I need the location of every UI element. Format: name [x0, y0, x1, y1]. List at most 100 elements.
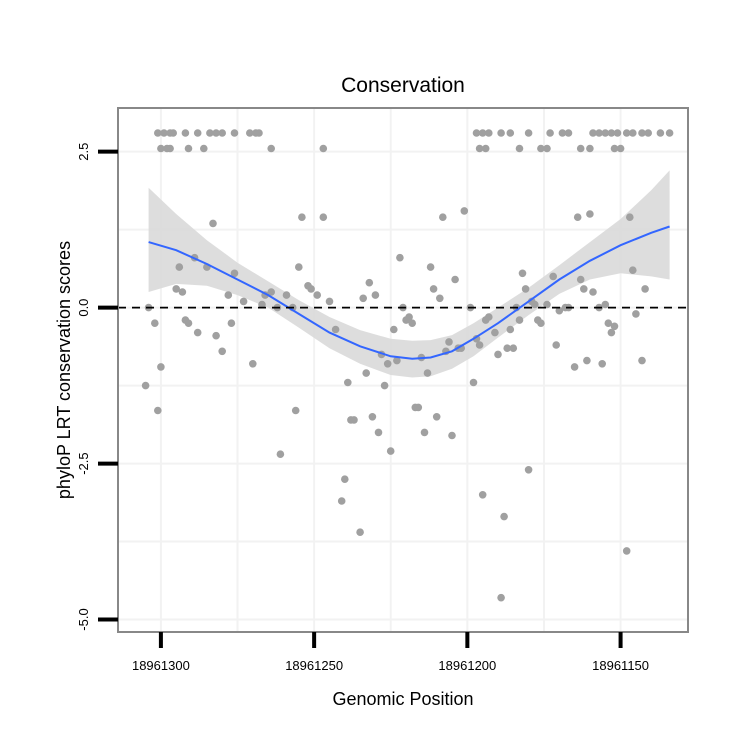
data-point	[485, 129, 493, 137]
data-point	[531, 300, 539, 309]
data-point	[181, 129, 190, 137]
x-tick-label: 18961250	[285, 658, 343, 673]
data-point	[160, 129, 168, 137]
data-point	[426, 263, 435, 271]
data-point	[537, 319, 545, 328]
data-point	[200, 144, 208, 153]
data-point	[497, 129, 505, 137]
data-point	[423, 369, 432, 377]
data-point	[448, 431, 456, 440]
data-point	[500, 512, 508, 521]
data-point	[613, 129, 622, 137]
data-point	[439, 213, 447, 221]
data-point	[230, 269, 239, 278]
data-point	[576, 144, 585, 153]
data-point	[337, 497, 346, 505]
data-point	[616, 144, 625, 153]
data-point	[344, 378, 352, 387]
data-point	[537, 144, 545, 153]
data-point	[172, 285, 180, 293]
data-point	[246, 129, 254, 137]
data-point	[267, 288, 276, 296]
data-point	[218, 129, 226, 137]
data-point	[291, 406, 300, 415]
data-point	[644, 129, 652, 137]
data-point	[638, 356, 646, 365]
data-point	[420, 428, 429, 437]
x-tick-label: 18961150	[592, 658, 649, 673]
data-point	[460, 207, 469, 215]
smooth-curve-layer	[148, 225, 670, 360]
data-point	[632, 310, 640, 318]
data-point	[549, 272, 557, 281]
data-point	[224, 291, 233, 299]
data-point	[325, 297, 334, 306]
data-point	[497, 593, 505, 602]
data-point	[629, 129, 637, 137]
data-point	[543, 144, 551, 153]
data-point	[515, 316, 524, 324]
smooth-curve	[148, 225, 670, 360]
data-point	[656, 129, 665, 137]
data-point	[276, 450, 285, 459]
data-point	[494, 350, 502, 359]
data-point	[396, 253, 404, 262]
x-tick-label: 18961200	[438, 658, 496, 673]
data-point	[319, 144, 328, 153]
data-point	[282, 291, 291, 299]
data-point	[383, 360, 392, 368]
data-point	[503, 344, 512, 353]
data-point	[583, 356, 591, 365]
data-point	[521, 285, 530, 293]
x-tick-label: 18961300	[132, 658, 190, 673]
data-point	[515, 144, 524, 153]
data-point	[472, 129, 481, 137]
confidence-ribbon-layer	[148, 170, 670, 378]
data-point	[178, 288, 187, 296]
data-point	[141, 381, 150, 390]
data-point	[295, 263, 303, 271]
y-tick-label: 2.5	[76, 143, 91, 161]
data-point	[469, 378, 478, 387]
y-axis: 2.5 0.0 -2.5 -5.0	[76, 143, 118, 631]
data-point	[436, 294, 444, 303]
data-point	[622, 129, 631, 137]
data-point	[451, 275, 459, 284]
data-point	[445, 338, 453, 346]
data-point	[184, 144, 193, 153]
data-point	[154, 129, 162, 137]
data-point	[564, 129, 573, 137]
data-point	[665, 129, 674, 137]
data-point	[573, 213, 582, 221]
x-axis: 18961300 18961250 18961200 18961150	[132, 632, 649, 673]
data-point	[359, 294, 368, 303]
data-point	[298, 213, 306, 221]
y-tick-label: -2.5	[76, 452, 91, 474]
data-point	[580, 285, 588, 293]
data-point	[432, 413, 441, 421]
data-point	[350, 416, 358, 424]
data-point	[485, 313, 493, 321]
data-point	[475, 341, 484, 349]
data-point	[193, 129, 202, 137]
data-point	[586, 210, 594, 218]
data-point	[371, 291, 380, 299]
data-point	[414, 403, 423, 412]
data-point	[610, 144, 619, 153]
data-point	[368, 413, 377, 421]
data-point	[390, 325, 398, 334]
data-point	[380, 381, 389, 390]
data-point	[151, 319, 159, 328]
data-point	[258, 300, 266, 309]
data-point	[610, 322, 619, 331]
data-point	[181, 316, 190, 324]
data-point	[478, 491, 487, 499]
data-point	[607, 328, 616, 337]
data-point	[169, 129, 177, 137]
chart-title: Conservation	[341, 74, 465, 97]
confidence-ribbon	[148, 170, 670, 378]
data-point	[255, 129, 263, 137]
data-point	[626, 213, 634, 221]
data-point	[319, 213, 328, 221]
data-point	[472, 335, 481, 343]
